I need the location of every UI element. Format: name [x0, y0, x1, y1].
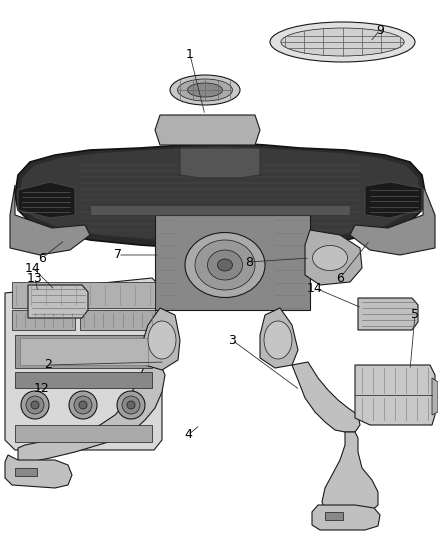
Text: 9: 9: [376, 23, 384, 36]
Polygon shape: [20, 338, 148, 365]
Ellipse shape: [69, 391, 97, 419]
Text: 6: 6: [38, 252, 46, 264]
Text: 14: 14: [25, 262, 41, 274]
Polygon shape: [15, 143, 425, 250]
Ellipse shape: [26, 396, 44, 414]
Ellipse shape: [218, 259, 233, 271]
Polygon shape: [155, 115, 260, 145]
Text: 7: 7: [114, 248, 122, 262]
Ellipse shape: [148, 321, 176, 359]
Polygon shape: [90, 205, 350, 215]
Polygon shape: [12, 310, 75, 330]
Ellipse shape: [31, 401, 39, 409]
Ellipse shape: [117, 391, 145, 419]
Polygon shape: [80, 310, 155, 330]
Text: 5: 5: [411, 309, 419, 321]
Ellipse shape: [195, 240, 255, 290]
Text: 12: 12: [34, 382, 50, 394]
Bar: [325, 512, 343, 520]
Polygon shape: [322, 432, 378, 515]
Text: 13: 13: [27, 271, 43, 285]
Text: 6: 6: [336, 271, 344, 285]
Ellipse shape: [74, 396, 92, 414]
Ellipse shape: [312, 246, 347, 271]
Ellipse shape: [185, 232, 265, 297]
Ellipse shape: [270, 22, 415, 62]
Polygon shape: [260, 308, 298, 368]
Text: 8: 8: [245, 255, 253, 269]
Ellipse shape: [264, 321, 292, 359]
Text: 14: 14: [307, 281, 323, 295]
Polygon shape: [15, 425, 152, 442]
Ellipse shape: [187, 83, 223, 97]
Text: 1: 1: [186, 49, 194, 61]
Bar: [15, 468, 37, 476]
Polygon shape: [365, 182, 422, 218]
Polygon shape: [432, 378, 438, 415]
Polygon shape: [18, 182, 75, 218]
Polygon shape: [292, 362, 360, 432]
Polygon shape: [5, 278, 162, 450]
Polygon shape: [20, 146, 420, 244]
Ellipse shape: [177, 79, 233, 101]
Ellipse shape: [281, 28, 404, 56]
Polygon shape: [15, 335, 152, 368]
Ellipse shape: [79, 401, 87, 409]
Ellipse shape: [170, 75, 240, 105]
Polygon shape: [5, 455, 72, 488]
Polygon shape: [140, 308, 180, 370]
Text: 4: 4: [184, 429, 192, 441]
Ellipse shape: [21, 391, 49, 419]
Polygon shape: [12, 282, 155, 308]
Polygon shape: [15, 372, 152, 388]
Ellipse shape: [127, 401, 135, 409]
Text: 3: 3: [228, 334, 236, 346]
Polygon shape: [180, 148, 260, 178]
Polygon shape: [155, 215, 310, 310]
Text: 2: 2: [44, 359, 52, 372]
Polygon shape: [355, 365, 435, 425]
Polygon shape: [312, 505, 380, 530]
Polygon shape: [10, 185, 90, 255]
Ellipse shape: [122, 396, 140, 414]
Polygon shape: [305, 230, 362, 285]
Polygon shape: [358, 298, 418, 330]
Polygon shape: [28, 285, 88, 318]
Polygon shape: [350, 185, 435, 255]
Polygon shape: [18, 365, 165, 462]
Ellipse shape: [208, 250, 243, 280]
